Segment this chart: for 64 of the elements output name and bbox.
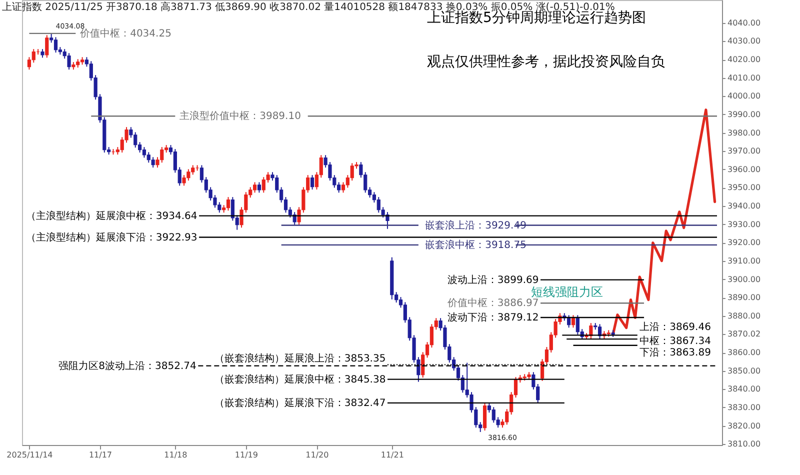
candlestick [54, 36, 58, 54]
y-tick-label: 3940.00 [728, 202, 761, 211]
y-tick-label: 4030.00 [728, 36, 761, 46]
x-tick-label: 11/20 [306, 450, 329, 460]
candlestick [67, 52, 71, 70]
y-tick-label: 3840.00 [728, 384, 761, 394]
y-tick-label: 3870.02 [728, 330, 761, 339]
candlestick [252, 182, 257, 194]
y-tick-label: 3910.00 [728, 256, 761, 266]
annotation: 短线强阻力区 [531, 285, 603, 299]
ref-line-label: 下沿：3863.89 [640, 346, 711, 358]
ref-line-label: 波动下沿：3879.12 [447, 312, 539, 324]
x-tick-label: 11/21 [380, 450, 404, 460]
y-tick-label: 3920.00 [728, 238, 761, 248]
y-tick-label: 3930.00 [728, 220, 761, 229]
y-tick-label: 4010.00 [728, 73, 761, 82]
y-tick-label: 3850.00 [728, 366, 761, 376]
x-tick-label: 2025/11/14 [6, 450, 53, 460]
y-tick-label: 3980.00 [728, 128, 761, 138]
y-tick-label: 3820.00 [728, 421, 761, 430]
x-tick-label: 11/18 [164, 450, 188, 460]
ref-line-label: 上沿：3869.46 [640, 321, 711, 334]
text: 上证指数5分钟周期理论运行趋势图 [427, 10, 646, 26]
candlestick [567, 314, 571, 328]
y-tick-label: 3890.00 [728, 293, 761, 302]
candlestick [571, 314, 576, 328]
y-tick-label: 4040.00 [728, 18, 761, 28]
ref-line-label: 价值中枢：3886.97 [446, 297, 539, 310]
ref-line-label: 中枢：3867.34 [640, 335, 711, 348]
ref-line-label: 波动上沿：3899.69 [447, 274, 539, 286]
y-tick-label: 3830.00 [728, 402, 761, 412]
ref-line-label: （主浪型结构）延展浪下沿：3922.93 [26, 231, 198, 244]
y-tick-label: 3860.00 [728, 348, 761, 358]
y-tick-label: 3970.00 [728, 146, 761, 156]
candlestick [151, 156, 155, 168]
candlestick [589, 322, 593, 340]
ref-line-label: 嵌套浪中枢：3918.75 [425, 238, 526, 251]
candlestick [482, 402, 487, 432]
y-tick-label: 3960.00 [728, 164, 761, 174]
y-tick-label: 3990.00 [728, 110, 761, 119]
y-tick-label: 4000.00 [728, 92, 761, 101]
ref-line-label: 价值中枢：4034.25 [79, 27, 172, 40]
y-tick-label: 3810.00 [728, 440, 761, 449]
x-tick-label: 11/17 [88, 450, 112, 460]
ref-line-label: 强阻力区8波动上沿：3852.74 [58, 360, 196, 372]
candlestick [45, 34, 49, 58]
ref-line-label: （嵌套浪结构）延展浪中枢：3845.38 [214, 373, 386, 386]
y-tick-label: 4020.00 [728, 55, 761, 64]
candlestick [142, 146, 146, 158]
ref-line-label: （嵌套浪结构）延展浪下沿：3832.47 [214, 396, 386, 409]
candlestick [341, 182, 346, 194]
candlestick [226, 196, 230, 212]
y-tick-label: 3950.00 [728, 183, 761, 192]
ref-line-label: （嵌套浪结构）延展浪上沿：3853.35 [214, 352, 386, 365]
text: 观点仅供理性参考，据此投资风险自负 [427, 54, 665, 70]
ref-line-label: （主浪型结构）延展浪中枢：3934.64 [26, 210, 198, 222]
ref-line-label: 嵌套浪上沿：3929.49 [425, 219, 526, 232]
candlestick [310, 174, 314, 190]
candlestick [257, 182, 262, 194]
y-tick-label: 3880.00 [728, 311, 761, 320]
ref-line-label: 主浪型价值中枢：3989.10 [180, 110, 301, 122]
candlestick [32, 48, 36, 64]
x-tick-label: 11/19 [234, 450, 258, 460]
y-tick-label: 3900.00 [728, 274, 761, 284]
